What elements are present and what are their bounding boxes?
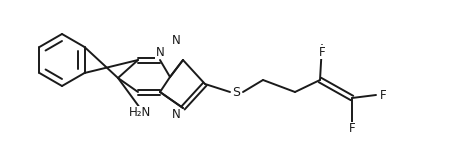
- Text: F: F: [349, 123, 355, 136]
- Text: N: N: [172, 108, 181, 121]
- Text: N: N: [172, 33, 181, 47]
- Text: H₂N: H₂N: [129, 107, 151, 120]
- Text: N: N: [156, 45, 164, 59]
- Text: F: F: [380, 88, 386, 101]
- Text: F: F: [319, 45, 325, 59]
- Text: S: S: [232, 85, 240, 99]
